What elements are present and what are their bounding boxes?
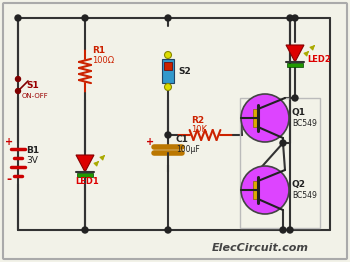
Text: R1: R1 xyxy=(92,46,105,55)
Text: B1: B1 xyxy=(26,146,39,155)
Circle shape xyxy=(15,89,21,94)
Circle shape xyxy=(287,15,293,21)
Text: 100μF: 100μF xyxy=(176,145,200,154)
Text: S1: S1 xyxy=(26,81,39,90)
Circle shape xyxy=(165,132,171,138)
Text: +: + xyxy=(146,137,154,147)
Text: 3V: 3V xyxy=(26,156,38,165)
Text: C1: C1 xyxy=(176,135,189,144)
Text: ON-OFF: ON-OFF xyxy=(22,93,49,99)
Text: +: + xyxy=(5,137,13,147)
Text: Q2: Q2 xyxy=(292,179,306,188)
Bar xyxy=(164,62,172,70)
Text: LED1: LED1 xyxy=(75,177,99,186)
Text: 100Ω: 100Ω xyxy=(92,56,114,65)
Text: ElecCircuit.com: ElecCircuit.com xyxy=(211,243,308,253)
Circle shape xyxy=(82,15,88,21)
Circle shape xyxy=(15,15,21,21)
Polygon shape xyxy=(286,45,304,62)
Bar xyxy=(287,63,303,67)
Circle shape xyxy=(287,227,293,233)
Circle shape xyxy=(82,227,88,233)
Text: -: - xyxy=(6,173,12,186)
Circle shape xyxy=(241,94,289,142)
Bar xyxy=(240,98,320,228)
Circle shape xyxy=(165,227,171,233)
Text: Q1: Q1 xyxy=(292,107,306,117)
Polygon shape xyxy=(76,155,94,172)
Circle shape xyxy=(280,140,286,146)
Circle shape xyxy=(164,84,172,90)
Text: 10K: 10K xyxy=(191,125,207,134)
Bar xyxy=(253,109,258,127)
Circle shape xyxy=(292,95,298,101)
Text: S2: S2 xyxy=(178,67,191,76)
Text: LED2: LED2 xyxy=(307,55,331,64)
Bar xyxy=(77,173,93,177)
Bar xyxy=(162,59,174,83)
Circle shape xyxy=(292,15,298,21)
Text: R2: R2 xyxy=(191,116,204,125)
Text: BC549: BC549 xyxy=(292,190,317,199)
Circle shape xyxy=(241,166,289,214)
Circle shape xyxy=(164,52,172,58)
Circle shape xyxy=(165,15,171,21)
Text: BC549: BC549 xyxy=(292,118,317,128)
FancyBboxPatch shape xyxy=(3,3,347,259)
Bar xyxy=(253,181,258,199)
Circle shape xyxy=(280,227,286,233)
Circle shape xyxy=(15,77,21,81)
